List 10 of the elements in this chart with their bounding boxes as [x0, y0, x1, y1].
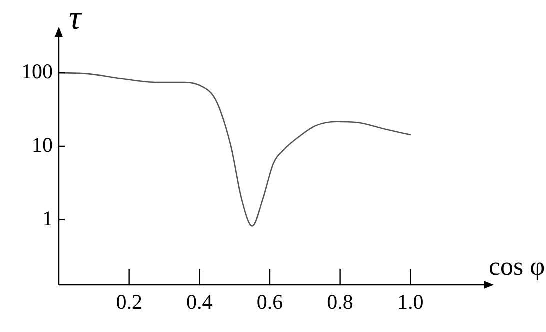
- x-tick-label: 0.8: [327, 290, 354, 314]
- x-axis-title: cos φ: [489, 252, 546, 281]
- y-tick-label: 1: [42, 206, 53, 230]
- y-tick-label: 10: [32, 132, 53, 157]
- y-tick-label: 100: [22, 59, 53, 84]
- x-tick-label: 0.4: [186, 290, 214, 314]
- x-tick-label: 1.0: [398, 290, 424, 314]
- y-axis-title: τ: [69, 0, 83, 37]
- x-tick-label: 0.2: [116, 290, 142, 314]
- x-tick-label: 0.6: [256, 290, 284, 314]
